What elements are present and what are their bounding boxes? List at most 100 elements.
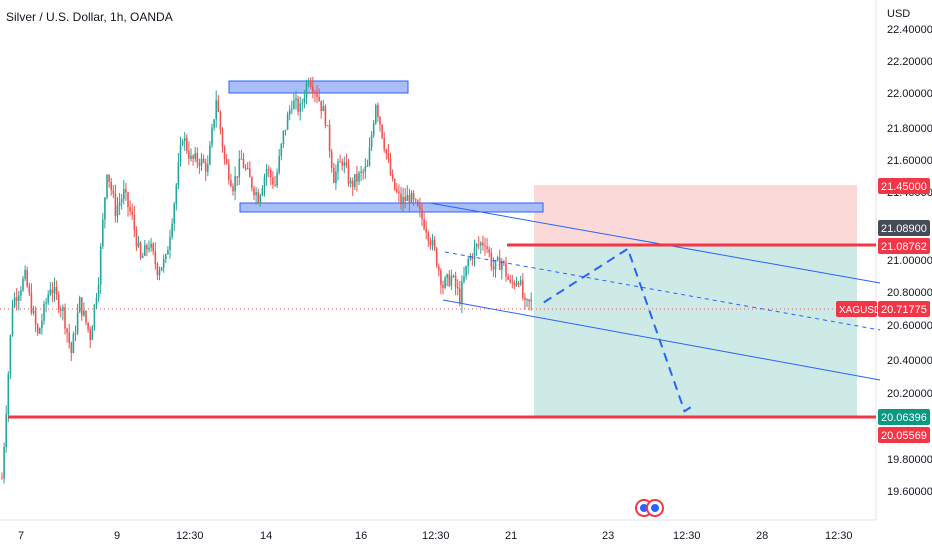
candle-body [263, 176, 266, 189]
candle-body [223, 147, 226, 159]
candle-body [30, 292, 33, 313]
candle-body [267, 168, 270, 170]
candle-body [246, 168, 249, 170]
candle-body [148, 247, 150, 250]
candle-body [358, 172, 360, 182]
candle-body [498, 257, 501, 270]
candle-body [265, 168, 268, 177]
candle-body [137, 242, 140, 247]
time-tick: 28 [756, 530, 768, 542]
candle-body [362, 171, 364, 173]
candle-body [524, 297, 526, 301]
candle-body [150, 243, 152, 248]
candle-body [288, 109, 291, 115]
candle-body [372, 123, 375, 136]
candle-body [522, 280, 524, 298]
candle-body [183, 137, 186, 142]
price-axis[interactable]: 22.40000 22.20000 22.00000 21.80000 21.6… [887, 24, 932, 498]
candle-body [410, 192, 413, 203]
candle-body [43, 303, 45, 321]
candle-body [328, 125, 331, 152]
mid-zone[interactable] [239, 202, 544, 213]
candle-body [387, 153, 390, 160]
candle-body [244, 167, 247, 169]
price-tick: 19.80000 [887, 454, 932, 466]
candle-body [490, 252, 493, 267]
price-label-target: 20.06396 [878, 409, 930, 425]
resistance-zone[interactable] [228, 80, 409, 94]
candle-body [34, 310, 37, 325]
candle-body [446, 274, 448, 278]
price-tick: 20.60000 [887, 320, 932, 332]
candle-body [87, 322, 89, 330]
candle-body [18, 295, 20, 301]
candle-body [307, 82, 310, 84]
candle-body [110, 181, 112, 191]
symbol-label: XAGUSD [836, 301, 881, 317]
candle-body [438, 266, 440, 271]
candle-body [419, 205, 421, 210]
candle-body [1, 478, 3, 480]
candle-body [192, 155, 194, 159]
candle-body [213, 119, 215, 128]
candle-body [198, 162, 201, 166]
candle-body [270, 169, 272, 178]
stop-loss-zone[interactable] [534, 185, 857, 245]
time-tick: 12:30 [673, 530, 701, 542]
candle-body [26, 269, 28, 287]
time-axis[interactable]: 7 9 12:30 14 16 12:30 21 23 12:30 28 12:… [18, 530, 853, 542]
candle-body [341, 161, 343, 166]
candle-body [456, 287, 459, 289]
candle-body [272, 177, 274, 185]
candle-body [305, 83, 308, 98]
time-tick: 9 [114, 530, 120, 542]
candle-body [64, 307, 66, 329]
candle-body [131, 211, 133, 215]
candle-body [295, 98, 297, 101]
us-flag-icon[interactable] [646, 499, 664, 517]
candle-body [330, 151, 333, 168]
candle-body [74, 332, 77, 335]
candle-body [503, 260, 505, 263]
candle-body [486, 246, 488, 249]
candle-body [318, 96, 320, 101]
candle-body [444, 277, 446, 288]
channel-top-line[interactable] [429, 202, 881, 284]
svg-text:20.05569: 20.05569 [881, 430, 927, 442]
candle-body [467, 259, 469, 266]
candle-body [303, 97, 306, 103]
channel-mid-line[interactable] [444, 251, 881, 331]
candle-body [526, 299, 528, 301]
candle-body [114, 193, 117, 216]
candle-body [173, 204, 175, 224]
candle-body [366, 165, 369, 167]
candle-body [469, 256, 472, 260]
candle-body [28, 286, 31, 293]
candle-body [53, 286, 56, 294]
candle-body [465, 265, 467, 277]
candle-body [375, 105, 377, 124]
candle-body [190, 155, 192, 159]
candle-body [108, 174, 110, 182]
candle-body [383, 137, 385, 150]
candle-body [202, 158, 205, 163]
candle-body [333, 167, 335, 183]
candle-body [463, 276, 465, 282]
candle-body [228, 163, 230, 181]
candle-body [169, 236, 171, 251]
candle-body [293, 100, 295, 109]
channel-bottom-line[interactable] [442, 299, 881, 381]
candle-body [57, 294, 60, 310]
candle-body [139, 242, 142, 258]
candle-body [391, 174, 394, 179]
candle-body [118, 202, 121, 207]
candle-body [194, 153, 196, 159]
candle-body [127, 192, 129, 207]
candle-body [351, 180, 354, 187]
projection-path[interactable] [543, 247, 696, 413]
candle-body [253, 188, 255, 196]
candle-body [393, 178, 396, 190]
price-tick: 20.80000 [887, 287, 932, 299]
candle-body [188, 150, 190, 159]
